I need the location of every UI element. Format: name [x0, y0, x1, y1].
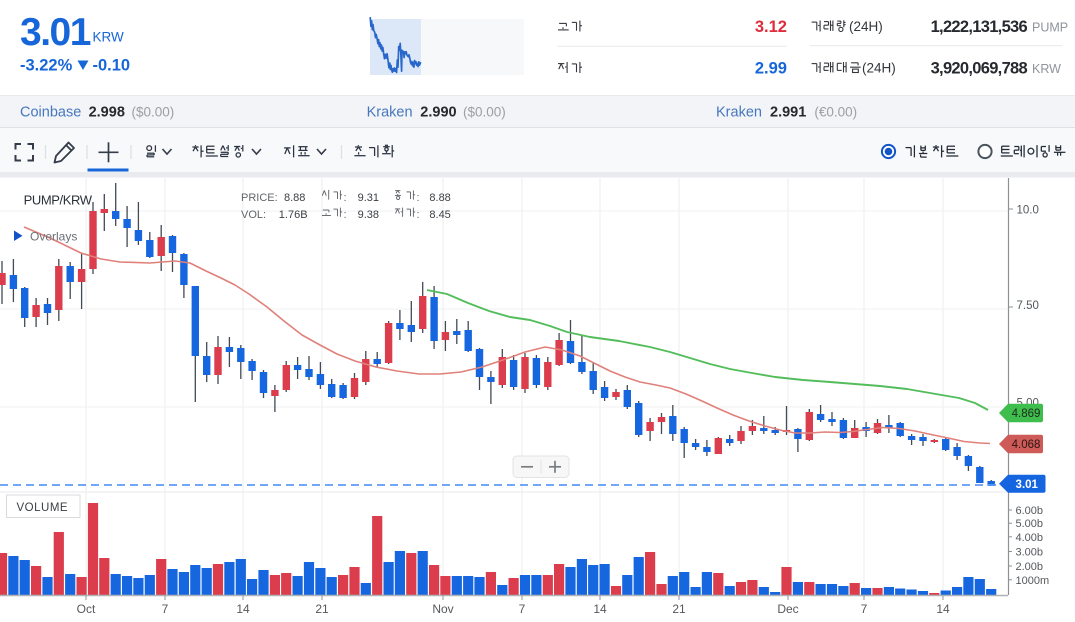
- svg-text:3.01: 3.01: [1016, 479, 1039, 491]
- svg-text:8.88: 8.88: [284, 192, 305, 204]
- svg-text:1000m: 1000m: [1016, 575, 1050, 587]
- svg-text:2.990: 2.990: [420, 105, 456, 121]
- svg-text:($0.00): ($0.00): [132, 105, 175, 120]
- svg-text:KRW: KRW: [93, 30, 125, 45]
- svg-text:1.76B: 1.76B: [279, 209, 308, 221]
- svg-text:VOL:: VOL:: [241, 209, 266, 221]
- svg-text:PUMP/KRW: PUMP/KRW: [24, 192, 93, 207]
- svg-text:14: 14: [936, 602, 950, 616]
- svg-text:1,222,131,536: 1,222,131,536: [931, 18, 1028, 36]
- svg-text:3.00b: 3.00b: [1016, 547, 1044, 559]
- svg-text::: :: [344, 192, 347, 204]
- svg-text:($0.00): ($0.00): [463, 105, 506, 120]
- svg-text:3,920,069,788: 3,920,069,788: [931, 59, 1028, 77]
- svg-text:10.0: 10.0: [1017, 204, 1039, 216]
- svg-text:3.12: 3.12: [755, 18, 787, 36]
- svg-text:VOLUME: VOLUME: [17, 502, 69, 514]
- svg-text:(24H): (24H): [862, 61, 896, 76]
- svg-text:2.00b: 2.00b: [1016, 561, 1044, 573]
- svg-text:PRICE:: PRICE:: [241, 192, 278, 204]
- svg-text:9.31: 9.31: [358, 192, 379, 204]
- svg-text:14: 14: [593, 602, 607, 616]
- svg-text::: :: [417, 209, 420, 221]
- svg-text:Kraken: Kraken: [367, 105, 413, 121]
- svg-text:Oct: Oct: [77, 602, 96, 616]
- svg-text:7.50: 7.50: [1017, 300, 1039, 312]
- svg-text:21: 21: [315, 602, 329, 616]
- svg-text:PUMP: PUMP: [1032, 20, 1068, 34]
- svg-text::: :: [344, 209, 347, 221]
- svg-text:4.869: 4.869: [1012, 408, 1041, 420]
- svg-text:Dec: Dec: [777, 602, 798, 616]
- svg-text:5.00b: 5.00b: [1016, 518, 1044, 530]
- svg-text:(24H): (24H): [849, 19, 883, 34]
- svg-text:7: 7: [162, 602, 169, 616]
- svg-text:14: 14: [236, 602, 250, 616]
- svg-text:7: 7: [861, 602, 868, 616]
- svg-text:2.99: 2.99: [755, 59, 787, 77]
- svg-text:-3.22%: -3.22%: [20, 57, 73, 75]
- svg-text:4.068: 4.068: [1012, 439, 1041, 451]
- svg-text:21: 21: [672, 602, 686, 616]
- svg-text:6.00b: 6.00b: [1016, 505, 1044, 517]
- svg-text:8.45: 8.45: [429, 209, 450, 221]
- svg-text:4.00b: 4.00b: [1016, 532, 1044, 544]
- svg-text:7: 7: [519, 602, 526, 616]
- svg-text:2.991: 2.991: [770, 105, 806, 121]
- svg-text:2.998: 2.998: [89, 105, 125, 121]
- svg-text::: :: [417, 192, 420, 204]
- svg-text:9.38: 9.38: [358, 209, 379, 221]
- svg-text:Overlays: Overlays: [30, 229, 77, 243]
- svg-text:Nov: Nov: [432, 602, 453, 616]
- svg-text:(€0.00): (€0.00): [814, 105, 857, 120]
- svg-text:8.88: 8.88: [429, 192, 450, 204]
- svg-text:3.01: 3.01: [20, 11, 91, 54]
- svg-text:KRW: KRW: [1032, 62, 1061, 76]
- svg-text:Kraken: Kraken: [716, 105, 762, 121]
- svg-text:Coinbase: Coinbase: [20, 105, 81, 121]
- svg-text:-0.10: -0.10: [93, 57, 131, 75]
